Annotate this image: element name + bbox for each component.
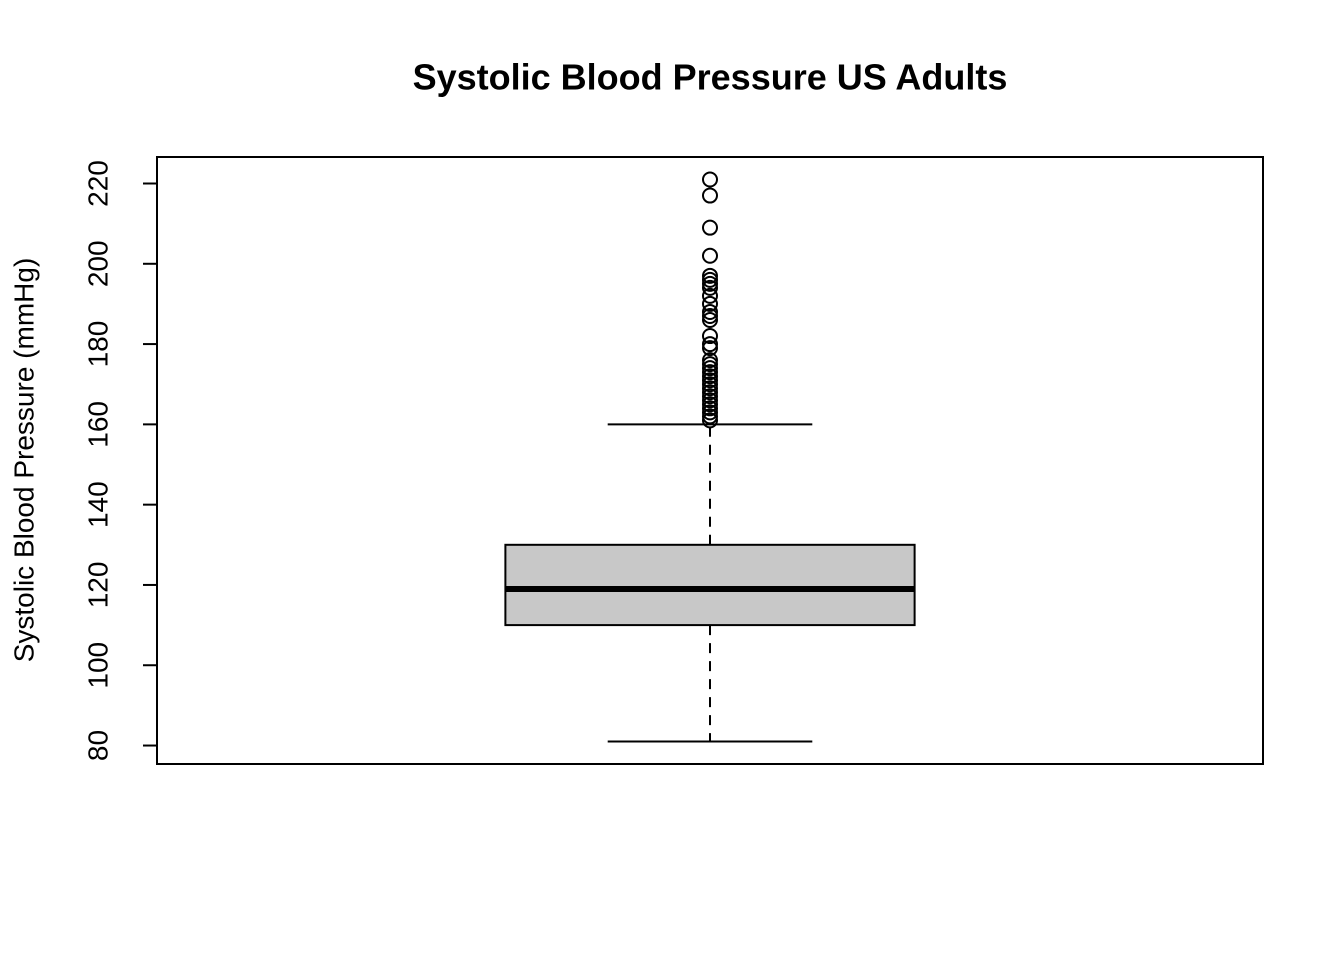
outlier [702, 352, 718, 369]
outlier [702, 364, 718, 381]
outlier [702, 336, 718, 353]
outlier [702, 372, 718, 389]
outlier [702, 384, 718, 401]
outlier [702, 360, 718, 377]
outlier [702, 396, 718, 413]
outlier [702, 380, 718, 397]
outlier [702, 275, 718, 292]
outlier [702, 388, 718, 405]
outlier [702, 311, 718, 328]
plot-frame [156, 156, 1264, 765]
outlier [702, 219, 718, 236]
outlier [702, 271, 718, 288]
outlier [702, 328, 718, 345]
outlier [702, 267, 718, 284]
outlier [702, 340, 718, 357]
outlier [702, 279, 718, 296]
outlier [702, 287, 718, 304]
y-tick-label: 160 [82, 401, 113, 448]
outlier [702, 368, 718, 385]
y-tick-label: 140 [82, 481, 113, 528]
y-tick-label: 180 [82, 321, 113, 368]
outlier [702, 412, 718, 429]
outlier [702, 400, 718, 417]
y-axis-label: Systolic Blood Pressure (mmHg) [8, 258, 39, 663]
outlier [702, 376, 718, 393]
outlier [702, 307, 718, 324]
outlier [702, 171, 718, 188]
outlier [702, 408, 718, 425]
y-tick-label: 220 [82, 160, 113, 207]
box [504, 543, 916, 627]
outlier [702, 187, 718, 204]
outlier [702, 356, 718, 373]
outlier [702, 303, 718, 320]
outlier [702, 295, 718, 312]
outlier [702, 404, 718, 421]
y-tick-label: 100 [82, 642, 113, 689]
y-tick-label: 120 [82, 562, 113, 609]
outlier [702, 392, 718, 409]
y-tick-label: 80 [82, 730, 113, 761]
y-tick-label: 200 [82, 240, 113, 287]
chart-title: Systolic Blood Pressure US Adults [413, 57, 1008, 98]
outlier [702, 247, 718, 264]
